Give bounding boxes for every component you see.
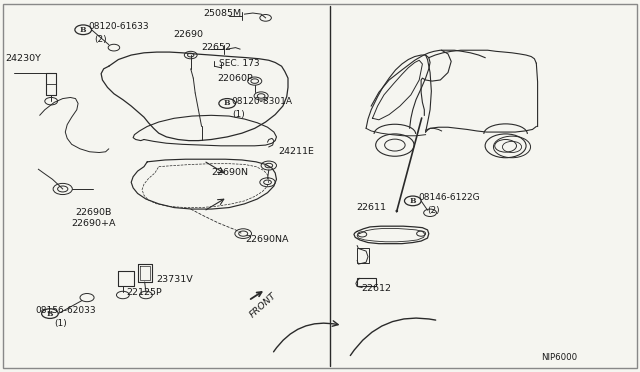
Text: B: B	[80, 26, 86, 34]
Text: 22690B: 22690B	[76, 208, 112, 217]
Text: 23731V: 23731V	[156, 275, 193, 284]
Text: (1): (1)	[232, 110, 245, 119]
Text: 22690NA: 22690NA	[246, 235, 289, 244]
Text: 22125P: 22125P	[127, 288, 163, 297]
Bar	[357, 278, 376, 286]
Text: 22690+A: 22690+A	[72, 219, 116, 228]
Text: 22690N: 22690N	[211, 169, 248, 177]
Text: 24230Y: 24230Y	[5, 54, 41, 63]
Text: FRONT: FRONT	[248, 291, 278, 319]
Text: 24211E: 24211E	[278, 147, 314, 156]
Text: 25085M: 25085M	[204, 9, 242, 17]
Text: 22611: 22611	[356, 203, 386, 212]
Text: 22690: 22690	[173, 30, 203, 39]
Text: SEC. 173: SEC. 173	[219, 59, 259, 68]
Text: 22652: 22652	[202, 43, 232, 52]
Text: (1): (1)	[54, 319, 67, 328]
Text: 08146-6122G: 08146-6122G	[418, 193, 479, 202]
Text: NIP6000: NIP6000	[541, 353, 577, 362]
Text: 22060P: 22060P	[218, 74, 253, 83]
Bar	[357, 248, 369, 263]
Text: 22612: 22612	[361, 284, 391, 293]
Text: 08120-8301A: 08120-8301A	[232, 97, 292, 106]
Text: (2): (2)	[428, 206, 440, 215]
Text: (2): (2)	[95, 35, 108, 44]
Text: 08156-62033: 08156-62033	[35, 307, 96, 315]
Text: 08120-61633: 08120-61633	[88, 22, 149, 31]
Text: B: B	[47, 310, 53, 318]
Text: B: B	[410, 197, 416, 205]
Text: B: B	[224, 99, 230, 108]
